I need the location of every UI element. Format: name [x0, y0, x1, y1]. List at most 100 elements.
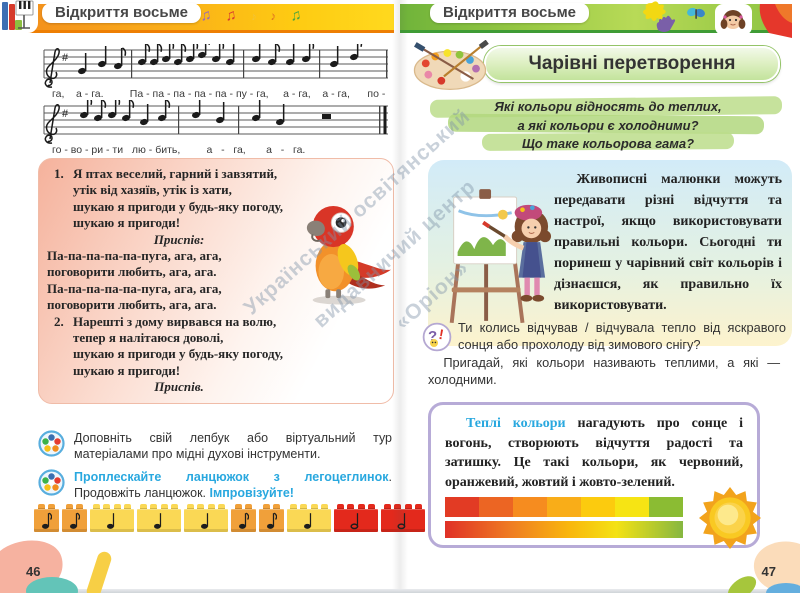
- color-wheel-icon: [38, 430, 65, 457]
- lego-brick: [334, 504, 378, 532]
- warm-colors-text: нагадують про сонце і вогонь, створюють …: [445, 416, 743, 490]
- music-staff-1: #: [43, 44, 388, 88]
- hand-print-icon: [656, 15, 676, 32]
- lego-brick: [287, 504, 331, 532]
- verse-line: шукаю я пригоди у будь-яку погоду,: [73, 346, 283, 362]
- verse-number: 2.: [54, 313, 64, 329]
- verse-line: Нарешті з дому вирвався на волю,: [73, 313, 277, 329]
- chorus-reference: Приспів.: [154, 379, 204, 395]
- svg-text:!: !: [438, 326, 445, 343]
- key-question-line: Які кольори відносять до теплих,: [494, 99, 722, 114]
- task-2-blue-text-2: Імпровізуйте!: [209, 486, 294, 500]
- key-questions-text: Які кольори відносять до теплих, а які к…: [426, 96, 790, 154]
- lego-brick: [231, 504, 256, 532]
- lego-brick: [184, 504, 228, 532]
- chorus-line: Па-па-па-па-па-пуга, ага, ага,: [47, 248, 222, 264]
- chorus-line: поговорити любить, ага, ага.: [47, 297, 217, 313]
- lyrics-line-1: га, а - га. Па - па - па - па - па - пу …: [52, 88, 386, 100]
- treble-clef-icon: [44, 104, 60, 144]
- chorus-heading: Приспів:: [153, 231, 205, 247]
- girl-avatar-icon: [720, 10, 746, 29]
- svg-text:?: ?: [428, 328, 437, 345]
- warm-colors-bars: [445, 497, 683, 538]
- lego-brick: [259, 504, 284, 532]
- treble-clef-icon: [44, 48, 60, 88]
- lesson-title: Чарівні перетворення: [484, 46, 780, 82]
- task-row-1: Доповніть свій лепбук або віртуальний ту…: [38, 430, 392, 462]
- task-2-blue-text: Проплескайте ланцюжок з легоцеглинок: [74, 470, 389, 484]
- right-chapter-label: Відкриття восьме: [430, 3, 590, 23]
- color-wheel-icon: [38, 469, 65, 496]
- svg-text:#: #: [62, 108, 69, 120]
- task-1-text: Доповніть свій лепбук або віртуальний ту…: [74, 431, 392, 461]
- lego-brick: [137, 504, 181, 532]
- warm-swatches: [445, 497, 683, 517]
- parrot-illustration: [306, 205, 392, 305]
- color-swatch: [479, 497, 513, 517]
- verse-1: 1. Я птах веселий, гарний і завзятий, ут…: [39, 166, 383, 232]
- reflection-question: ? ! Ти колись відчував / відчувала тепло…: [422, 320, 786, 388]
- verse-number: 1.: [54, 166, 64, 181]
- left-chapter-label: Відкриття восьме: [42, 3, 202, 23]
- sun-icon: [699, 487, 761, 549]
- music-note-icon: ♫: [198, 4, 227, 25]
- verse-line: Я птах веселий, гарний і завзятий,: [73, 166, 278, 181]
- color-swatch: [649, 497, 683, 517]
- verse-line: шукаю я пригоди!: [73, 215, 181, 231]
- reflection-question-text-1: Ти колись відчував / відчувала тепло від…: [458, 320, 786, 352]
- chorus-line: поговорити любить, ага, ага.: [47, 264, 217, 280]
- svg-text:#: #: [62, 52, 69, 64]
- lego-brick: [381, 504, 425, 532]
- warm-colors-paragraph: Теплі кольори нагадують про сонце і вого…: [445, 414, 743, 492]
- task-row-2: Проплескайте ланцюжок з легоцеглинок. Пр…: [38, 469, 392, 501]
- lesson-title-row: Чарівні перетворення: [400, 40, 792, 92]
- warm-gradient-bar: [445, 521, 683, 538]
- page-number-left: 46: [26, 564, 41, 579]
- music-note-icon: ♫: [288, 4, 317, 25]
- verse-2: 2. Нарешті з дому вирвався на волю, тепе…: [39, 314, 383, 380]
- key-question-line: Що таке кольорова гама?: [521, 136, 695, 151]
- corner-decoration-left: [0, 540, 112, 593]
- music-note-icon: ♫: [224, 4, 252, 25]
- verse-line: шукаю я пригоди!: [73, 362, 181, 378]
- paint-splash-icon: [643, 1, 666, 22]
- corner-decoration-right: [727, 541, 800, 593]
- avatar-frame: [715, 4, 752, 35]
- music-note-icon: ♪: [269, 6, 291, 24]
- music-books-icon: [0, 0, 38, 33]
- key-questions-box: Які кольори відносять до теплих, а які к…: [426, 96, 790, 154]
- color-swatch: [513, 497, 547, 517]
- lyrics-line-2: го - во - ри - ти лю - бить, а - га, а -…: [52, 144, 306, 156]
- reflection-question-text-2: Пригадай, які кольори називають теплими,…: [428, 355, 780, 387]
- page-number-right: 47: [761, 564, 776, 579]
- task-2-dark-text: . Продовжіть ланцюжок.: [74, 470, 392, 500]
- music-staff-2: #: [43, 100, 388, 144]
- girl-painting-illustration: [449, 189, 552, 324]
- page-bottom-edge: [0, 589, 800, 593]
- color-swatch: [581, 497, 615, 517]
- butterfly-icon: [687, 7, 705, 19]
- song-lyrics-box: 1. Я птах веселий, гарний і завзятий, ут…: [38, 158, 394, 404]
- paint-palette-icon: [413, 40, 489, 91]
- verse-line: тепер я налітаюся доволі,: [73, 330, 224, 346]
- red-paint-icon: [759, 4, 792, 38]
- color-swatch: [615, 497, 649, 517]
- lego-brick: [62, 504, 87, 532]
- verse-line: утік від хазяїв, утік із хати,: [73, 182, 232, 198]
- color-swatch: [547, 497, 581, 517]
- intro-paragraph: Живописні малюнки мо­жуть передавати різ…: [554, 172, 782, 313]
- verse-line: шукаю я пригоди у будь-яку погоду,: [73, 198, 283, 214]
- color-swatch: [445, 497, 479, 517]
- music-note-icon: ♪: [249, 8, 271, 24]
- lego-bricks-row: [34, 504, 425, 532]
- lego-brick: [34, 504, 59, 532]
- warm-colors-box: Теплі кольори нагадують про сонце і вого…: [428, 402, 761, 549]
- music-notes-decoration: ♫♫♪♪♫: [198, 4, 317, 25]
- question-exclamation-icon: ? !: [422, 322, 452, 352]
- warm-colors-term: Теплі кольори: [466, 416, 566, 431]
- intro-box: Живописні малюнки мо­жуть передавати різ…: [428, 160, 792, 346]
- page-right: Відкриття восьме Чарівні перетворення: [400, 0, 800, 593]
- page-left: ♫♫♪♪♫ Відкриття восьме #: [0, 0, 425, 593]
- chorus-line: Па-па-па-па-па-пуга, ага, ага,: [47, 280, 222, 296]
- task-2-text: Проплескайте ланцюжок з легоцеглинок. Пр…: [74, 469, 392, 501]
